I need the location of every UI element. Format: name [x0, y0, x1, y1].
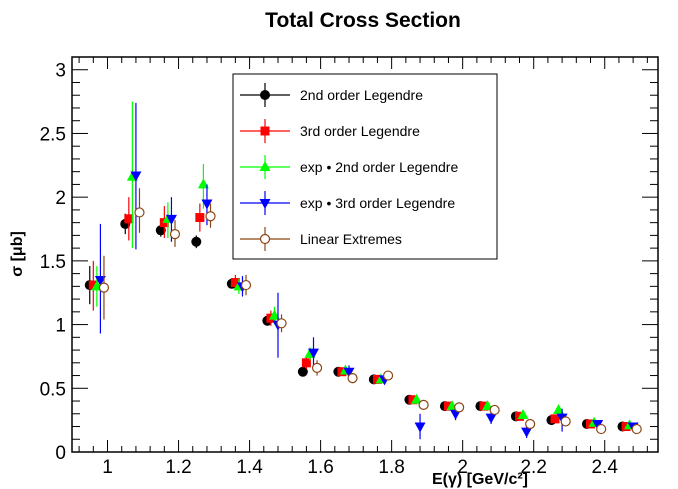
legend: 2nd order Legendre 3rd order Legendre exp …	[232, 73, 498, 260]
x-axis-label: E(γ) [GeV/c²]	[432, 471, 528, 488]
data-point	[311, 362, 323, 374]
plot-frame	[71, 56, 659, 453]
legend-label: 2nd order Legendre	[300, 87, 423, 103]
data-point	[592, 419, 604, 430]
data-point	[408, 395, 418, 405]
x-tick-label: 1.4	[236, 457, 263, 478]
y-tick-label: 0	[55, 443, 66, 464]
data-point	[489, 404, 500, 416]
data-point	[165, 214, 177, 225]
data-point	[155, 225, 166, 236]
data-point	[485, 413, 497, 424]
data-point	[134, 207, 145, 218]
y-tick-label: 2	[55, 188, 66, 209]
data-point	[418, 399, 429, 410]
data-point	[521, 427, 533, 438]
y-tick-label: 3	[55, 61, 66, 82]
data-point	[596, 423, 607, 435]
y-tick-label: 1.5	[40, 252, 66, 273]
data-point	[560, 416, 571, 427]
x-tick-label: 1	[102, 457, 113, 478]
data-point	[382, 370, 394, 381]
data-point	[414, 422, 426, 433]
x-tick-label: 1.6	[307, 457, 333, 478]
data-point	[191, 236, 202, 247]
legend-item: exp • 3rd order Legendre	[240, 191, 455, 215]
data-point	[443, 401, 453, 411]
data-point	[550, 414, 560, 424]
x-tick-label: 2.4	[592, 457, 619, 478]
data-point	[479, 401, 489, 411]
data-point	[631, 423, 642, 435]
x-tick-label: 1.8	[378, 457, 404, 478]
series-5	[98, 188, 642, 435]
x-tick-label: 1.2	[165, 457, 191, 478]
legend-marker	[260, 90, 270, 100]
legend-marker	[259, 161, 271, 171]
data-point	[197, 178, 209, 189]
legend-item: 3rd order Legendre	[240, 119, 420, 143]
chart-title: Total Cross Section	[265, 9, 461, 32]
legend-marker	[259, 199, 271, 209]
legend-item: 2nd order Legendre	[240, 83, 423, 107]
data-point	[205, 211, 216, 222]
y-tick-label: 2.5	[40, 124, 66, 145]
data-point	[297, 366, 308, 377]
data-point	[124, 214, 134, 224]
data-point	[201, 199, 213, 210]
legend-label: exp • 2nd order Legendre	[300, 159, 458, 175]
data-point	[88, 280, 98, 290]
legend-marker	[260, 126, 270, 136]
data-point	[410, 393, 422, 404]
x-tick-label: 2.2	[520, 457, 546, 478]
data-point	[94, 275, 106, 286]
data-point	[517, 409, 529, 420]
axes: 1 1.2 1.4 1.6 1.8 2 2.2 2.4 0 0.5 1 1.5 2 2.5 3	[40, 56, 658, 478]
data-point	[230, 278, 240, 288]
legend-label: exp • 3rd order Legendre	[300, 195, 455, 211]
data-point	[301, 358, 311, 368]
y-axis-label: σ [μb]	[9, 231, 26, 277]
legend-item: exp • 2nd order Legendre	[240, 155, 458, 179]
data-point	[372, 374, 382, 384]
data-point	[169, 229, 181, 240]
data-point	[525, 418, 536, 430]
legend-label: Linear Extremes	[300, 231, 402, 247]
data-point	[240, 279, 252, 291]
data-point	[276, 318, 287, 329]
legend-marker	[259, 233, 271, 245]
data-point	[268, 309, 280, 320]
data-point	[347, 372, 358, 384]
legend-label: 3rd order Legendre	[300, 123, 420, 139]
data-point	[553, 403, 565, 414]
y-tick-label: 1	[55, 316, 66, 337]
data-point	[454, 402, 465, 413]
legend-item: Linear Extremes	[240, 227, 402, 251]
data-points	[84, 101, 642, 440]
data-point	[195, 213, 205, 223]
data-point	[98, 282, 110, 293]
data-point	[308, 348, 320, 359]
data-point	[343, 367, 355, 378]
y-tick-label: 0.5	[40, 379, 66, 400]
data-point	[130, 171, 142, 182]
x-tick-label: 2	[457, 457, 468, 478]
